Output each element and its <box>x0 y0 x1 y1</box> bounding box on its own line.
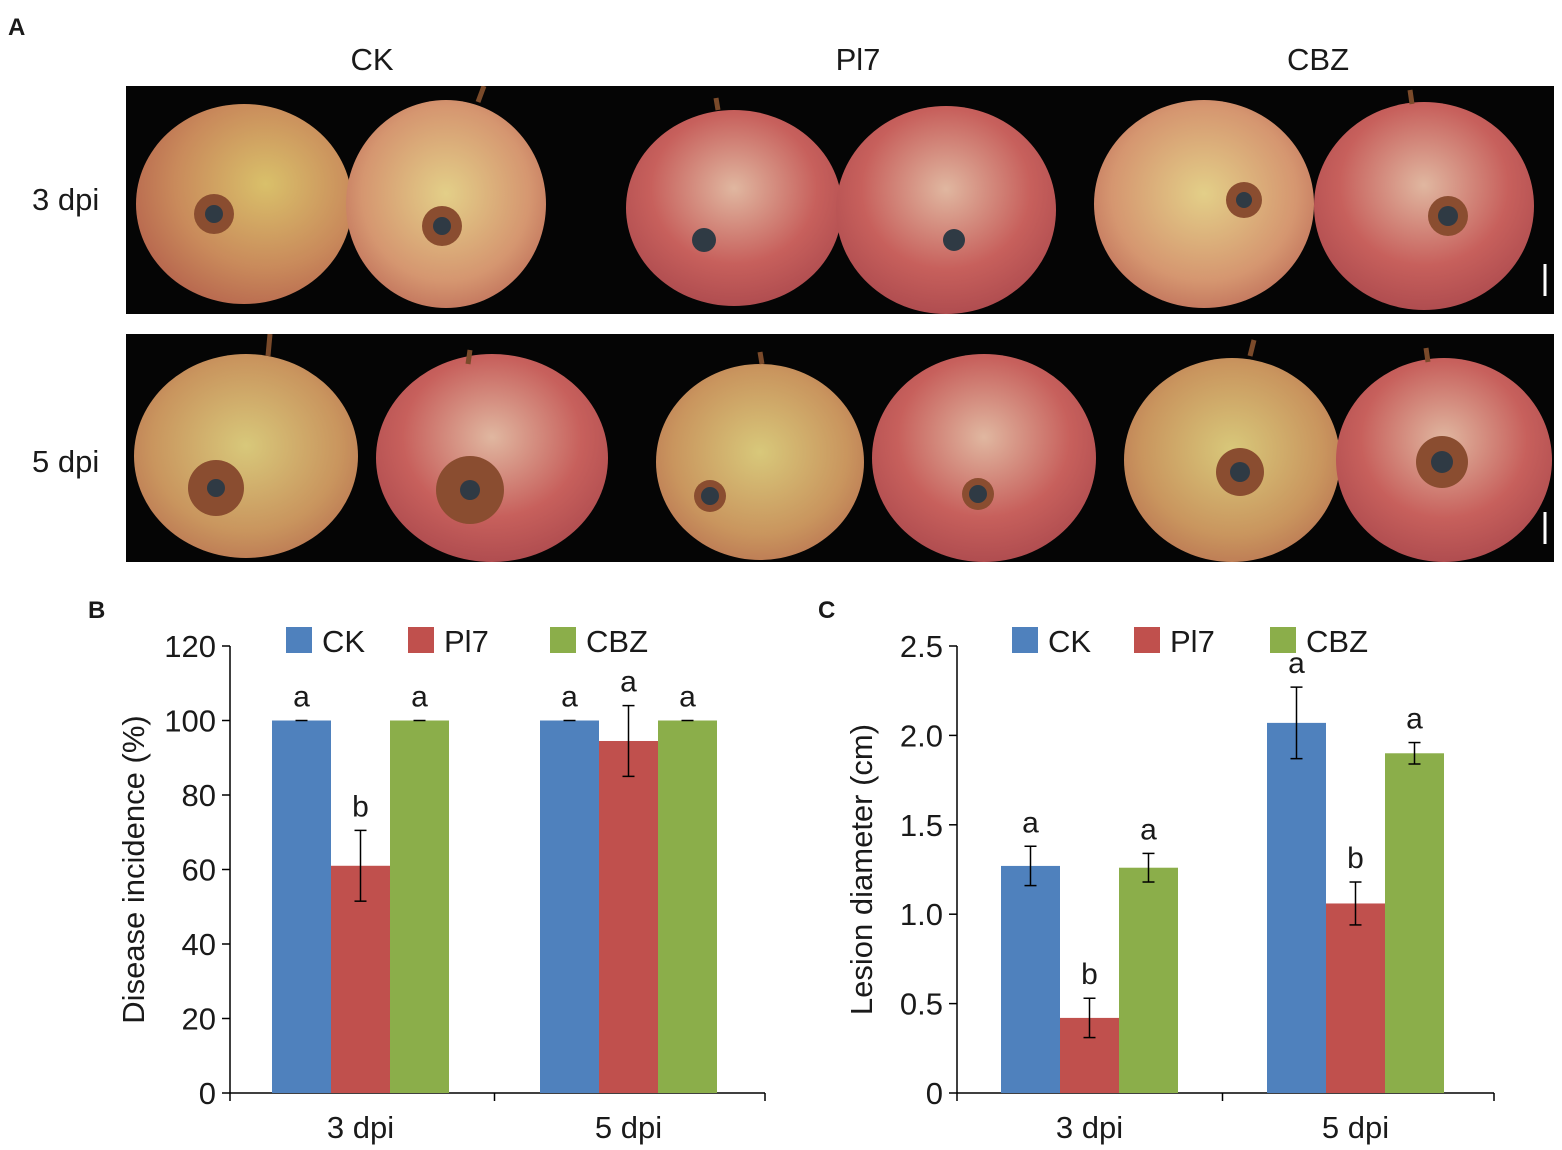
chart-c-legend-label: CBZ <box>1306 624 1368 659</box>
chart-b-y-tick-label: 80 <box>182 778 216 813</box>
column-label-pl7: Pl7 <box>835 42 881 77</box>
chart-b-significance-letter: a <box>679 681 696 714</box>
chart-c-significance-letter: a <box>1140 813 1157 846</box>
chart-c-bar-pl7-2 <box>1326 903 1385 1093</box>
chart-c-y-tick-label: 0 <box>926 1076 943 1111</box>
row-label-5dpi: 5 dpi <box>32 444 100 479</box>
apple-cbz-1 <box>1094 100 1314 308</box>
apple-pl7-1 <box>626 97 842 306</box>
chart-b-legend-label: CK <box>322 624 365 659</box>
chart-c-significance-letter: b <box>1347 842 1364 875</box>
chart-c-x-tick-label: 3 dpi <box>1056 1110 1123 1145</box>
apple-illustration-5dpi <box>134 334 1552 562</box>
chart-c-y-tick-label: 1.0 <box>900 897 943 932</box>
apple-ck-4 <box>376 349 608 562</box>
chart-c-significance-letter: a <box>1288 647 1305 680</box>
chart-c-bar-cbz-1 <box>1119 867 1178 1093</box>
chart-b-significance-letter: a <box>293 681 310 714</box>
chart-c-significance-letter: a <box>1022 806 1039 839</box>
apple-cbz-4 <box>1336 347 1552 562</box>
chart-c-y-tick-label: 1.5 <box>900 808 943 843</box>
chart-b-bar-ck-2 <box>540 720 599 1093</box>
chart-b-x-tick-label: 3 dpi <box>327 1110 394 1145</box>
apple-illustration-3dpi <box>136 86 1547 314</box>
chart-c-bar-ck-1 <box>1001 865 1060 1093</box>
apple-photo-5dpi <box>126 334 1554 562</box>
chart-c-legend-swatch-ck <box>1012 627 1038 653</box>
chart-c-bar-ck-2 <box>1267 722 1326 1093</box>
chart-b-bar-ck-1 <box>272 720 331 1093</box>
chart-c-panel-letter: C <box>818 597 835 624</box>
chart-b-y-tick-label: 20 <box>182 1002 216 1037</box>
chart-c-x-tick-label: 5 dpi <box>1322 1110 1389 1145</box>
apple-cbz-3 <box>1124 339 1340 562</box>
chart-b-legend-label: Pl7 <box>444 624 489 659</box>
chart-b-y-tick-label: 60 <box>182 853 216 888</box>
chart-b-panel-letter: B <box>88 597 105 624</box>
chart-c-significance-letter: b <box>1081 958 1098 991</box>
chart-b-legend-swatch-cbz <box>550 627 576 653</box>
chart-c-legend-swatch-pl7 <box>1134 627 1160 653</box>
chart-b-y-axis-label: Disease incidence (%) <box>116 715 151 1023</box>
chart-c-y-axis-label: Lesion diameter (cm) <box>844 724 879 1015</box>
chart-c-y-tick-label: 0.5 <box>900 987 943 1022</box>
column-label-ck: CK <box>350 42 394 77</box>
apple-pl7-2 <box>836 106 1056 314</box>
apple-photo-3dpi <box>126 86 1554 314</box>
chart-b-y-tick-label: 0 <box>199 1076 216 1111</box>
row-label-3dpi: 3 dpi <box>32 182 100 217</box>
chart-c-significance-letter: a <box>1406 703 1423 736</box>
apple-pl7-4 <box>872 354 1096 562</box>
chart-c-y-tick-label: 2.5 <box>900 629 943 664</box>
chart-b-significance-letter: b <box>352 790 369 823</box>
chart-b-bar-cbz-2 <box>658 720 717 1093</box>
column-label-cbz: CBZ <box>1287 42 1349 77</box>
chart-b-significance-letter: a <box>620 666 637 699</box>
chart-b-bar-pl7-1 <box>331 865 390 1093</box>
chart-b-y-tick-label: 100 <box>164 704 216 739</box>
chart-b-y-tick-label: 40 <box>182 927 216 962</box>
chart-b-y-tick-label: 120 <box>164 629 216 664</box>
chart-b-significance-letter: a <box>561 681 578 714</box>
chart-b-x-tick-label: 5 dpi <box>595 1110 662 1145</box>
chart-b-bar-cbz-1 <box>390 720 449 1093</box>
apple-ck-1 <box>136 104 352 304</box>
chart-c-y-tick-label: 2.0 <box>900 718 943 753</box>
chart-b-legend-swatch-pl7 <box>408 627 434 653</box>
apple-ck-2 <box>346 86 546 308</box>
chart-c-bar-pl7-1 <box>1060 1017 1119 1093</box>
chart-b-legend-label: CBZ <box>586 624 648 659</box>
panel-a-letter: A <box>8 14 26 41</box>
apple-ck-3 <box>134 334 358 558</box>
apple-pl7-3 <box>656 351 864 560</box>
chart-b-legend-swatch-ck <box>286 627 312 653</box>
chart-b-significance-letter: a <box>411 681 428 714</box>
chart-c-bar-cbz-2 <box>1385 753 1444 1093</box>
chart-c-legend-swatch-cbz <box>1270 627 1296 653</box>
chart-b-bar-pl7-2 <box>599 740 658 1093</box>
chart-c-legend-label: CK <box>1048 624 1091 659</box>
apple-cbz-2 <box>1314 89 1534 310</box>
chart-c-legend-label: Pl7 <box>1170 624 1215 659</box>
